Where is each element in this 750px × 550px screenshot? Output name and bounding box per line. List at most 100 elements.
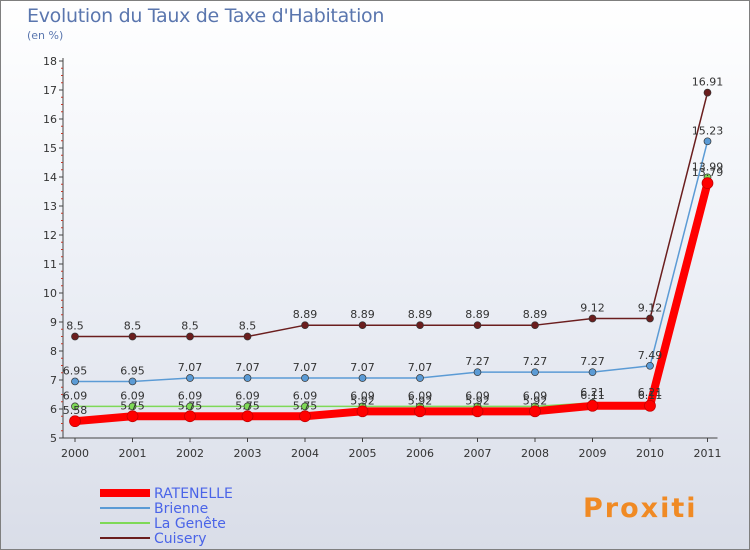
legend-label: Cuisery [154,531,207,547]
data-point [243,374,252,382]
data-point [646,314,654,323]
series-line-la-genête [75,177,709,408]
data-point [243,402,252,411]
data-point [473,368,482,377]
data-point [358,374,367,382]
data-point [184,410,196,423]
data-point [531,368,539,377]
data-point [416,374,424,382]
data-label: 8.89 [293,308,318,321]
data-point [473,321,482,330]
data-point [586,399,599,412]
y-tick-label: 5 [50,432,57,445]
data-label: 6.11 [580,389,605,402]
data-point [128,377,137,386]
data-label: 7.49 [638,349,663,362]
data-label: 5.75 [235,399,260,412]
data-label: 6.09 [293,389,318,402]
data-label: 8.89 [350,308,375,321]
data-label: 7.27 [580,355,605,368]
data-point [243,332,252,341]
series-line-ratenelle [74,182,712,426]
data-label: 5.92 [408,394,433,407]
data-point [358,321,367,330]
data-labels-layer: 8.5 8.5 8.5 8.5 8.89 8.89 8.89 8.89 8.89 9.12 9.12… [63,76,724,418]
data-point [644,399,656,412]
data-label: 6.21 [580,386,605,399]
y-tick-label: 10 [43,287,57,300]
data-label: 8.5 [66,320,84,333]
data-point [414,405,426,418]
data-label: 7.07 [350,361,375,374]
data-label: 6.11 [638,389,663,402]
data-point [301,321,309,330]
data-point [186,402,194,411]
data-label: 7.07 [408,361,433,374]
data-label: 7.07 [293,361,318,374]
y-tick-label: 16 [43,113,57,126]
data-point [588,314,597,323]
data-label: 5.92 [465,394,490,407]
brand-logo: Proxiti [583,493,696,524]
data-label: 8.5 [239,320,257,333]
data-point [128,402,137,411]
chart-axes: 5 6 7 8 9 10 11 12 13 14 15 16 17 18 2000 2001 2002 2003 2… [43,55,722,460]
data-point [301,374,309,382]
y-tick-label: 12 [43,229,57,242]
y-tick-label: 17 [43,84,57,97]
y-tick-label: 15 [43,142,57,155]
data-point [69,415,81,428]
data-label: 7.07 [178,361,203,374]
data-label: 15.23 [692,124,724,137]
data-label: 13.79 [692,166,724,179]
data-label: 6.09 [235,389,260,402]
data-label: 6.09 [350,389,375,402]
data-point [703,137,712,146]
data-label: 8.5 [181,320,199,333]
series-line-cuisery [75,92,709,338]
y-tick-label: 6 [50,403,57,416]
series-line-brienne [75,141,709,383]
data-point [703,88,712,97]
data-point [186,332,194,341]
data-label: 7.07 [235,361,260,374]
y-tick-label: 18 [43,55,57,68]
data-point [588,368,597,377]
data-point [529,405,541,418]
data-point [301,402,309,411]
data-label: 5.75 [293,399,318,412]
x-tick-label: 2005 [349,447,377,460]
y-tick-label: 7 [50,374,57,387]
data-label: 5.75 [178,399,203,412]
data-label: 5.75 [120,399,145,412]
data-label: 8.89 [523,308,548,321]
x-tick-label: 2004 [291,447,319,460]
x-tick-label: 2011 [694,447,722,460]
y-tick-label: 11 [43,258,57,271]
legend-label: RATENELLE [154,486,233,502]
y-tick-label: 14 [43,171,57,184]
y-tick-label: 8 [50,345,57,358]
x-tick-label: 2002 [176,447,204,460]
data-point [299,410,311,423]
data-label: 8.89 [408,308,433,321]
data-label: 13.99 [692,160,724,173]
data-point [646,361,654,370]
x-tick-label: 2000 [61,447,89,460]
data-point [416,321,424,330]
data-point [128,332,137,341]
data-label: 6.09 [408,389,433,402]
data-label: 6.09 [63,389,88,402]
data-label: 6.21 [638,386,663,399]
x-tick-label: 2003 [234,447,262,460]
data-label: 9.12 [580,302,605,315]
data-label: 5.92 [523,394,548,407]
data-point [471,405,484,418]
data-label: 5.58 [63,404,88,417]
chart-title: Evolution du Taux de Taxe d'Habitation [27,5,385,27]
data-label: 6.09 [523,389,548,402]
data-label: 8.5 [124,320,142,333]
